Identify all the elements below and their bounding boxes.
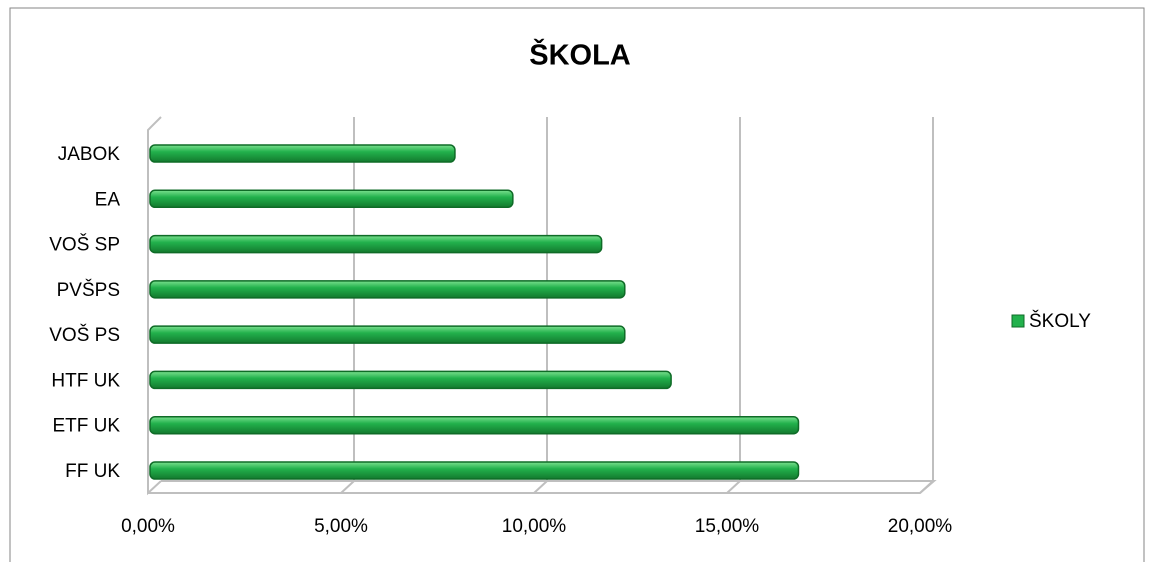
y-tick-label: VOŠ PS xyxy=(49,324,120,346)
y-tick-label: ETF UK xyxy=(52,416,120,437)
bar xyxy=(149,189,514,209)
bar xyxy=(149,234,603,254)
bar xyxy=(149,370,672,390)
y-tick-label: HTF UK xyxy=(51,370,120,391)
legend-marker xyxy=(1011,314,1025,328)
bar xyxy=(149,461,800,480)
y-tick-label: VOŠ SP xyxy=(49,234,120,256)
y-tick-label: JABOK xyxy=(58,144,121,165)
left-wall xyxy=(147,116,162,496)
bar xyxy=(149,415,800,435)
y-tick-label: PVŠPS xyxy=(57,279,120,301)
x-tick-label: 20,00% xyxy=(888,516,953,537)
x-tick-label: 5,00% xyxy=(314,516,368,537)
x-tick-label: 15,00% xyxy=(695,516,760,537)
x-tick-label: 0,00% xyxy=(121,516,175,537)
y-tick-label: EA xyxy=(95,189,121,210)
bar xyxy=(149,280,626,299)
legend-label: ŠKOLY xyxy=(1029,310,1091,332)
grid-line xyxy=(919,117,934,494)
bar xyxy=(149,325,626,344)
grid-line xyxy=(726,117,741,494)
bar xyxy=(149,144,456,163)
x-tick-label: 10,00% xyxy=(502,516,567,537)
y-tick-label: FF UK xyxy=(65,461,120,482)
chart-title: ŠKOLA xyxy=(529,38,631,72)
